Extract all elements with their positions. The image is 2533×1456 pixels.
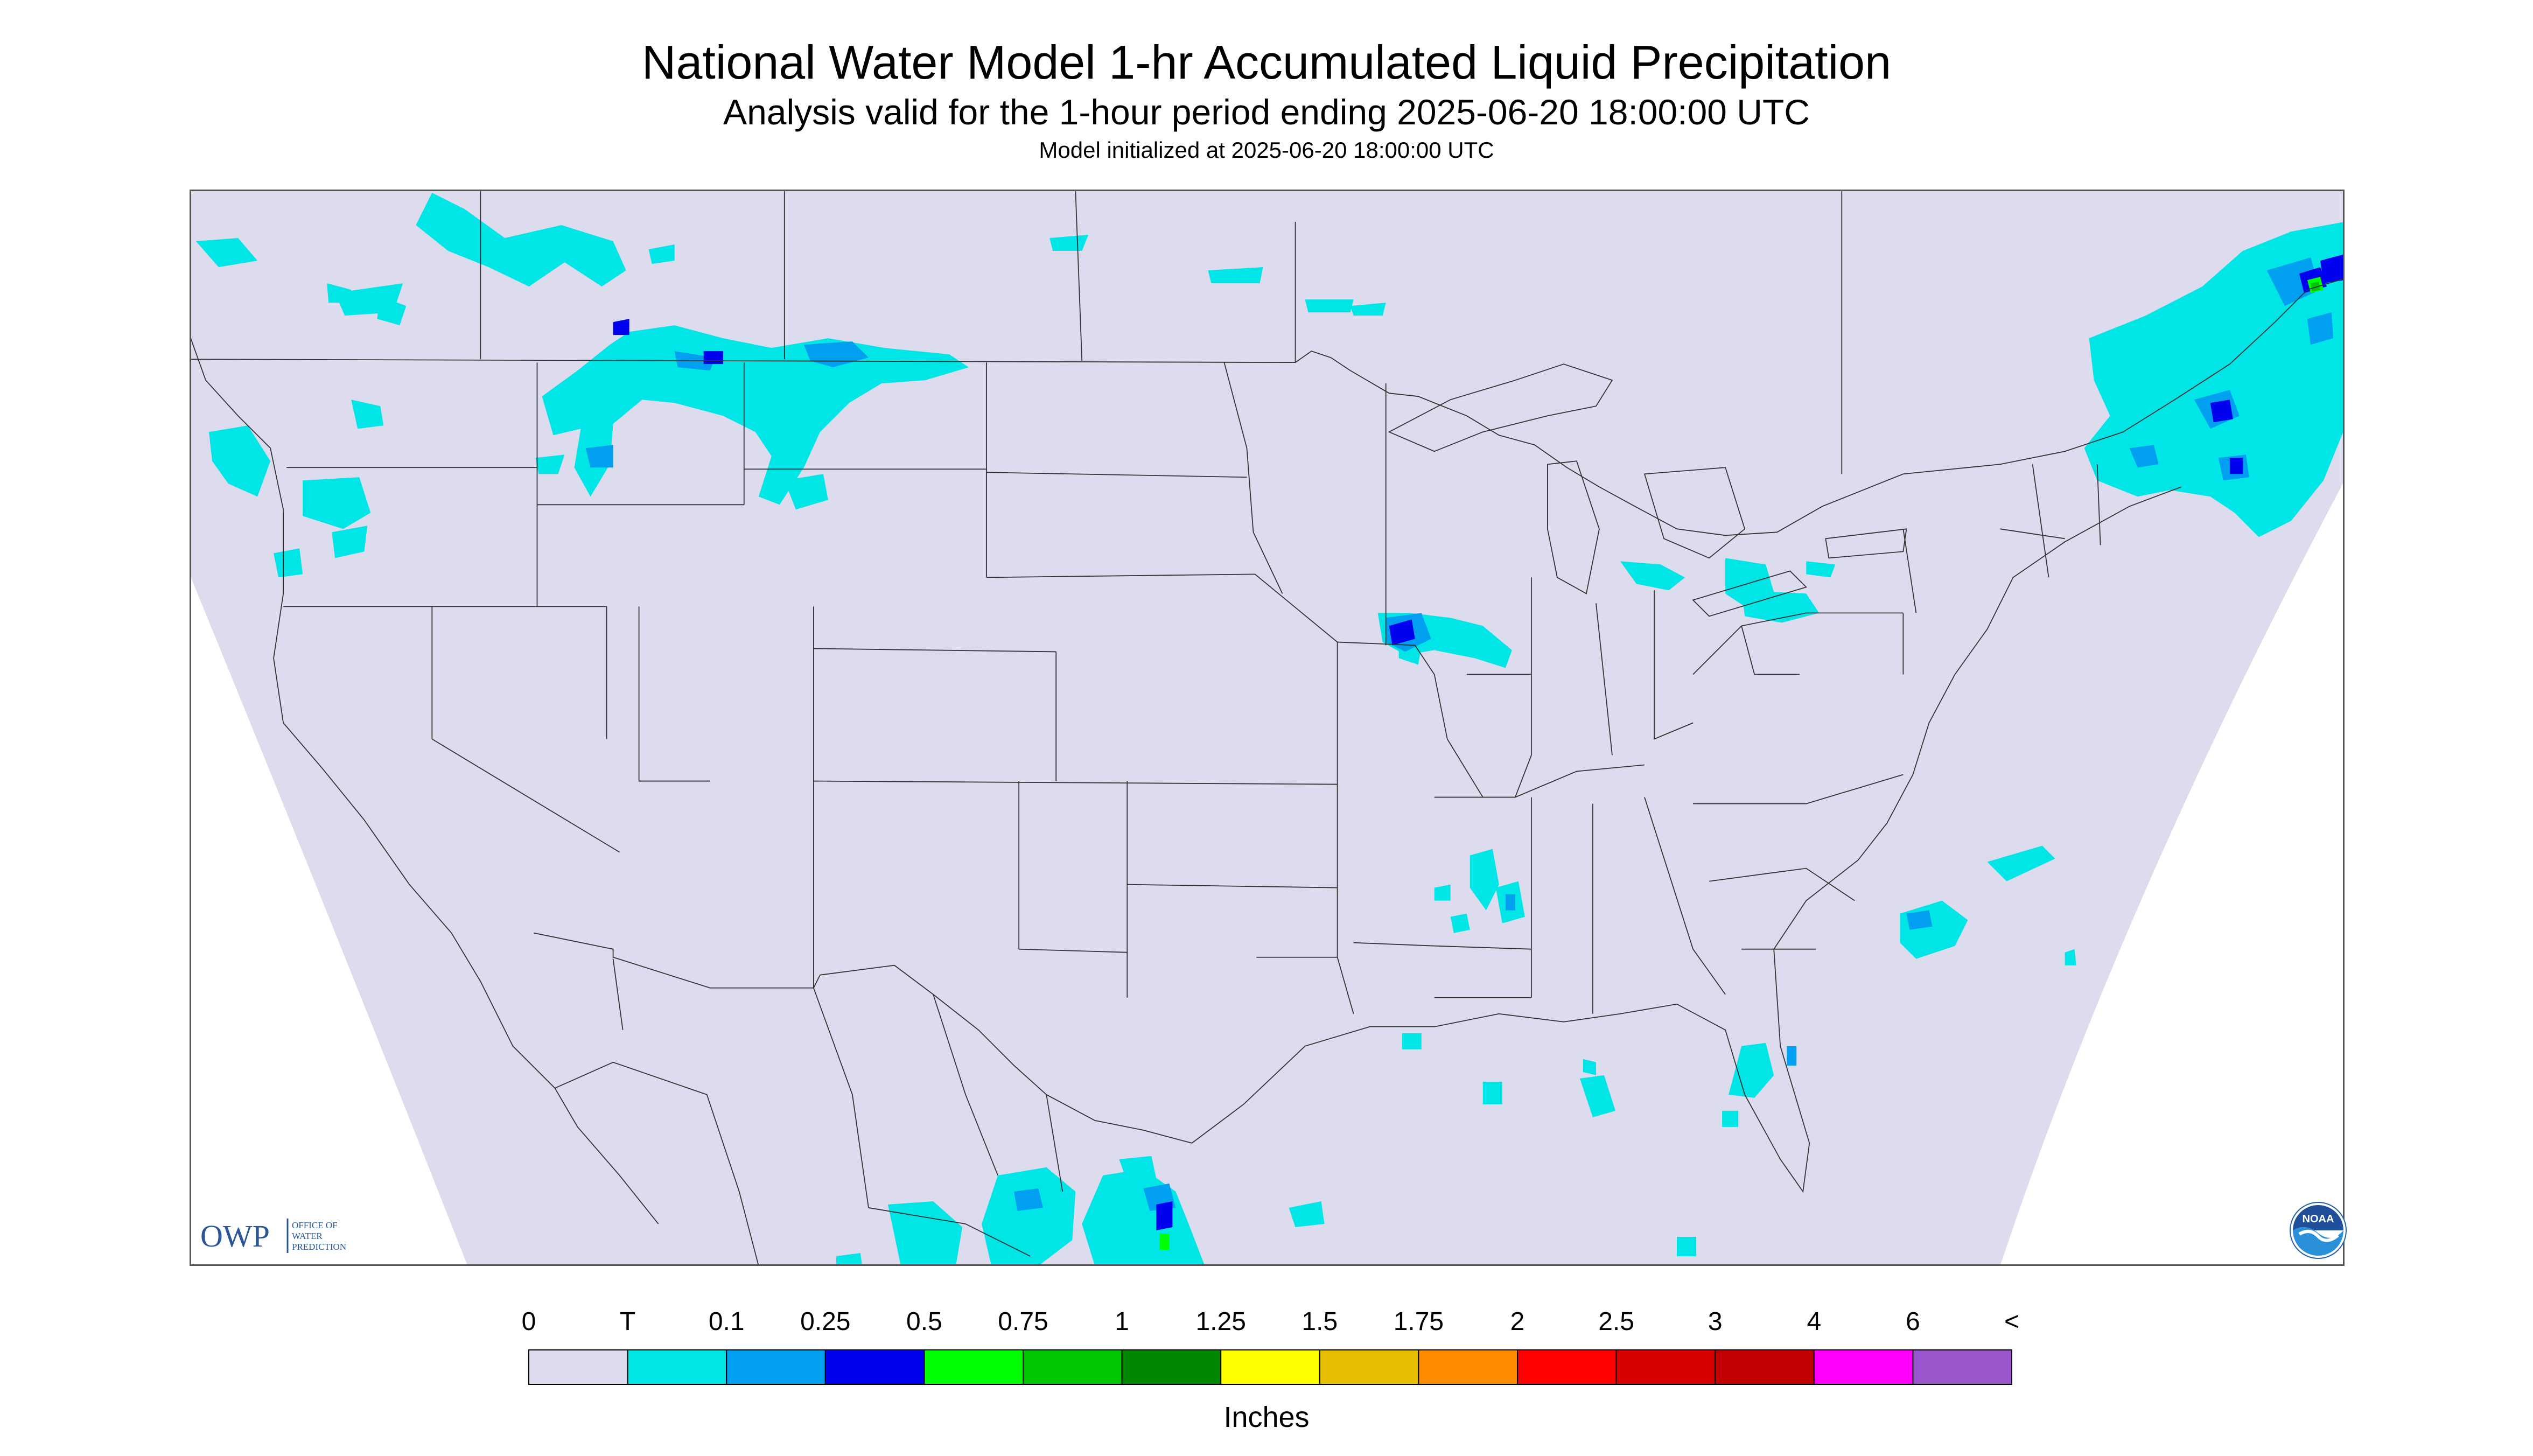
legend-color-box — [1220, 1349, 1320, 1385]
legend-color-boxes — [528, 1349, 2012, 1385]
legend-label: 2 — [1510, 1307, 1525, 1336]
legend-label: 0.5 — [906, 1307, 942, 1336]
outside-domain-left — [190, 574, 468, 1266]
legend-label: 1.25 — [1195, 1307, 1245, 1336]
owp-logo-name-3: PREDICTION — [292, 1242, 346, 1252]
lake-superior — [1388, 363, 1613, 452]
lake-michigan — [1547, 460, 1600, 594]
pacific-coast — [190, 334, 659, 1224]
legend-color-box — [1715, 1349, 1815, 1385]
outside-domain-right — [2000, 480, 2345, 1266]
legend-color-box — [1023, 1349, 1123, 1385]
legend-units-label: Inches — [1223, 1401, 1309, 1433]
lake-erie — [1692, 570, 1807, 617]
owp-logo-name-1: OFFICE OF — [292, 1220, 338, 1230]
legend-color-box — [824, 1349, 925, 1385]
legend-label: 3 — [1708, 1307, 1723, 1336]
map-domain-background — [190, 190, 2345, 1266]
legend-labels: 0 T 0.1 0.25 0.5 0.75 1 1.25 1.5 1.75 2 2.5 3 4 6 < — [522, 1307, 2019, 1336]
map-frame — [190, 190, 2345, 1266]
owp-logo-acronym: OWP — [200, 1219, 270, 1254]
legend-label: 2.5 — [1598, 1307, 1634, 1336]
lake-huron — [1643, 467, 1746, 559]
legend-color-box — [1319, 1349, 1419, 1385]
owp-logo: OWP OFFICE OF WATER PREDICTION — [200, 1219, 346, 1254]
noaa-logo-text: NOAA — [2303, 1213, 2334, 1225]
us-canada-border — [190, 278, 2345, 536]
political-boundaries — [190, 190, 2345, 1266]
precipitation-areas — [196, 193, 2345, 1266]
legend-color-box — [726, 1349, 826, 1385]
legend-label: 1.75 — [1394, 1307, 1444, 1336]
owp-logo-name-2: WATER — [292, 1231, 323, 1241]
legend-color-box — [1615, 1349, 1716, 1385]
legend-label: < — [2004, 1307, 2019, 1336]
legend-label: T — [620, 1307, 635, 1336]
map-title: National Water Model 1-hr Accumulated Li… — [641, 36, 1892, 89]
us-mexico-border — [534, 932, 1192, 1144]
legend-label: 0.1 — [709, 1307, 745, 1336]
legend-color-box — [923, 1349, 1024, 1385]
legend-color-box — [1517, 1349, 1617, 1385]
color-legend: 0 T 0.1 0.25 0.5 0.75 1 1.25 1.5 1.75 2 2.5 3 4 6 < Inc… — [522, 1307, 2019, 1433]
model-init-text: Model initialized at 2025-06-20 18:00:00… — [1039, 137, 1494, 163]
legend-label: 4 — [1807, 1307, 1821, 1336]
noaa-logo: NOAA — [2290, 1202, 2347, 1259]
legend-label: 0.25 — [800, 1307, 850, 1336]
precip-0.25 — [613, 254, 2345, 1230]
legend-label: 1.5 — [1302, 1307, 1338, 1336]
legend-label: 1 — [1115, 1307, 1129, 1336]
legend-label: 0.75 — [998, 1307, 1048, 1336]
map-subtitle: Analysis valid for the 1-hour period end… — [723, 92, 1810, 132]
gulf-atlantic-coast — [1191, 486, 2182, 1193]
legend-label: 6 — [1906, 1307, 1920, 1336]
legend-color-box — [528, 1349, 628, 1385]
precipitation-map — [190, 190, 2345, 1266]
legend-color-box — [1418, 1349, 1518, 1385]
legend-label: 0 — [522, 1307, 536, 1336]
legend-color-box — [1912, 1349, 2012, 1385]
legend-color-box — [1813, 1349, 1914, 1385]
legend-color-box — [627, 1349, 727, 1385]
lake-ontario — [1825, 528, 1907, 559]
precip-0.75 — [2310, 282, 2320, 292]
legend-color-box — [1121, 1349, 1222, 1385]
